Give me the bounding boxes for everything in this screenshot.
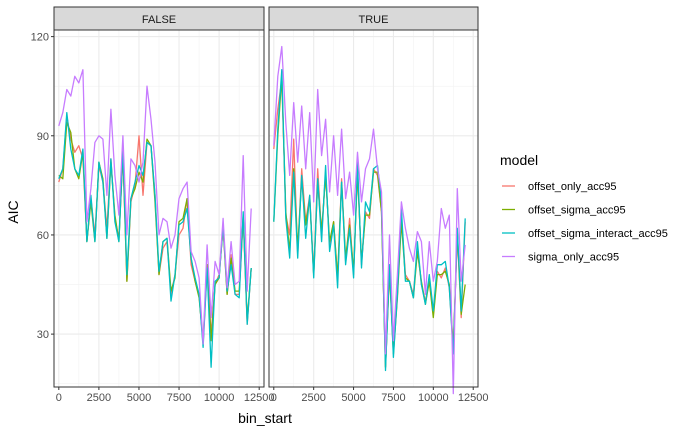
x-tick-label: 2500 — [301, 392, 325, 404]
panel-border — [53, 29, 265, 388]
y-tick-label: 120 — [31, 32, 49, 44]
legend: model offset_only_acc95 offset_sigma_acc9… — [500, 152, 668, 266]
legend-item: sigma_only_acc95 — [500, 248, 619, 266]
legend-title: model — [500, 152, 538, 168]
legend-items: offset_only_acc95 offset_sigma_acc95offse… — [500, 178, 668, 266]
panels-layer: FALSE 0 2500 5000 7500 10000 12500 30 60 90 120 TRU… — [31, 6, 489, 404]
series-line-sigma-only-acc95 — [58, 69, 252, 345]
x-tick-label: 12500 — [244, 392, 275, 404]
y-tick-label: 90 — [37, 131, 49, 143]
x-tick-label: 7500 — [167, 392, 191, 404]
x-tick-label: 10000 — [418, 392, 449, 404]
y-tick-label: 60 — [37, 230, 49, 242]
legend-item: offset_sigma_interact_acc95 — [500, 225, 668, 242]
series-line-offset-sigma-interact-acc95 — [273, 69, 466, 372]
panel-border — [268, 29, 479, 388]
x-tick-label: 0 — [56, 392, 62, 404]
legend-item: offset_sigma_acc95 — [500, 201, 626, 219]
series-line-offset-sigma-acc95 — [273, 75, 466, 368]
facet-strip-label: FALSE — [142, 14, 176, 26]
x-tick-label: 10000 — [204, 392, 235, 404]
legend-item: offset_only_acc95 — [500, 178, 616, 195]
y-axis-title: AIC — [5, 200, 21, 223]
y-tick-label: 30 — [37, 329, 49, 341]
legend-label: offset_only_acc95 — [528, 181, 616, 193]
x-tick-label: 5000 — [341, 392, 365, 404]
facet-panel-false: FALSE 0 2500 5000 7500 10000 12500 30 60 90 120 — [31, 6, 275, 404]
x-tick-label: 5000 — [127, 392, 151, 404]
x-axis-title: bin_start — [238, 410, 292, 426]
legend-label: offset_sigma_interact_acc95 — [528, 228, 668, 240]
facet-panel-true: TRUE 0 2500 5000 7500 10000 12500 — [268, 6, 489, 404]
series-line-sigma-only-acc95 — [273, 45, 466, 395]
x-tick-label: 12500 — [458, 392, 489, 404]
x-tick-label: 2500 — [87, 392, 111, 404]
facet-strip-label: TRUE — [359, 14, 389, 26]
legend-label: sigma_only_acc95 — [528, 252, 619, 264]
legend-label: offset_sigma_acc95 — [528, 205, 626, 217]
x-tick-label: 0 — [271, 392, 277, 404]
series-line-offset-sigma-interact-acc95 — [58, 111, 252, 368]
x-tick-label: 7500 — [381, 392, 405, 404]
